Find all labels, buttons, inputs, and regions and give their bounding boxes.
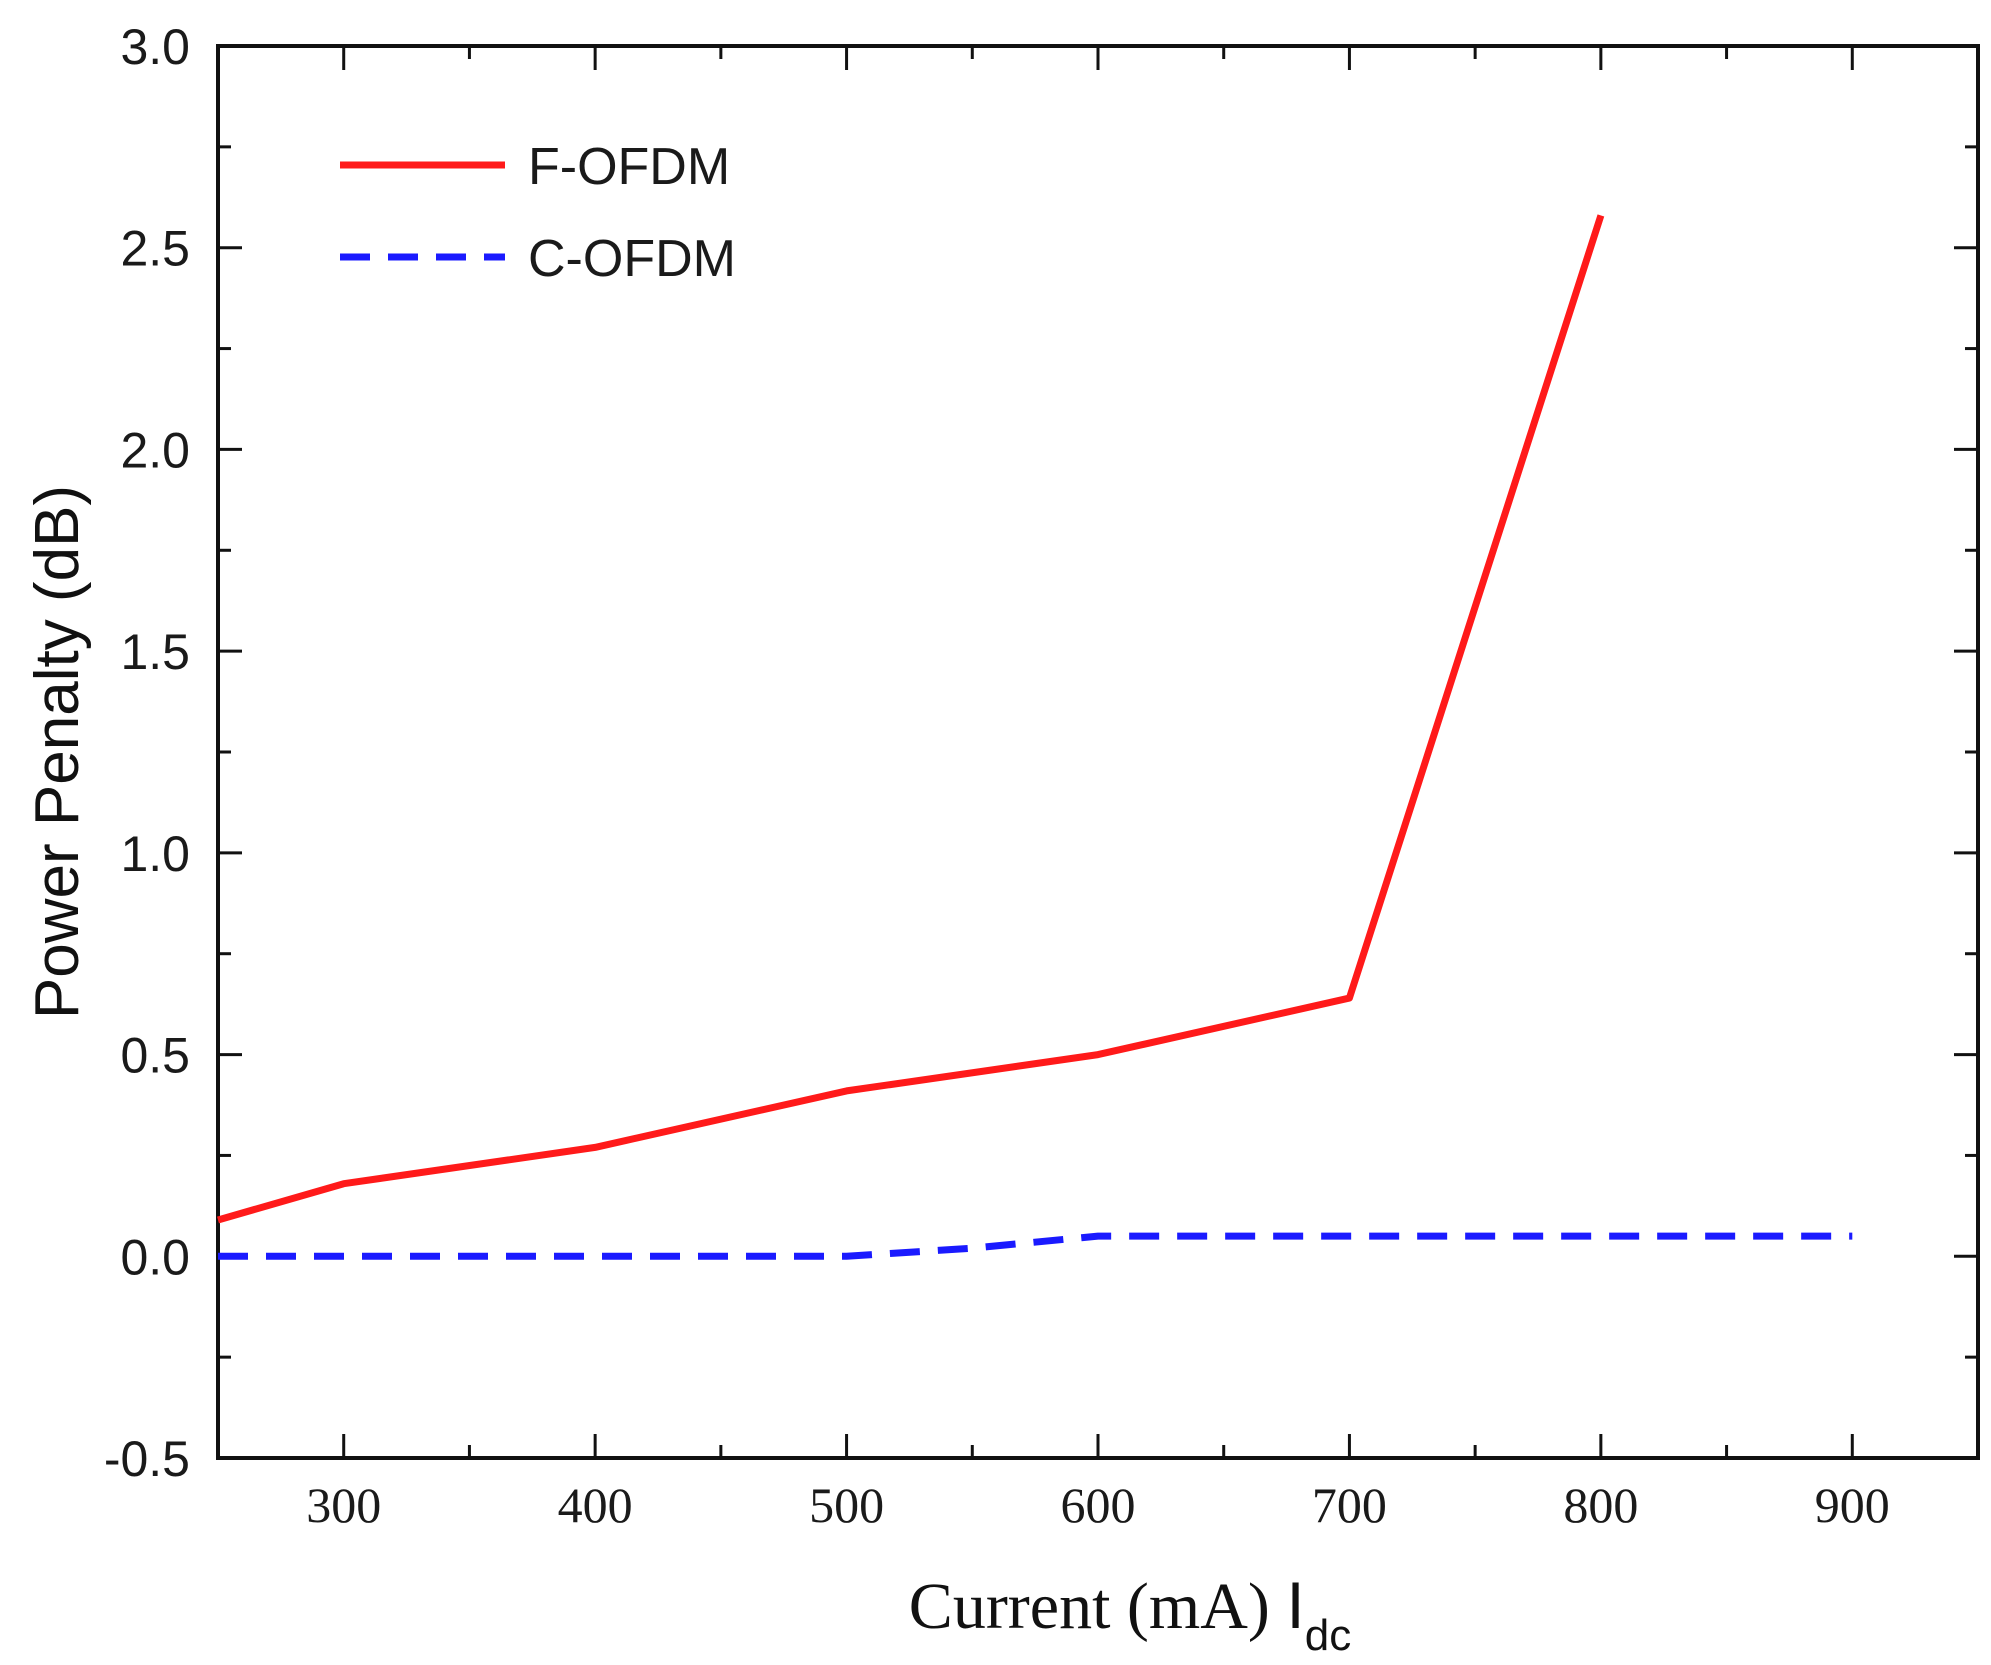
y-tick-label: 1.5 [120,624,190,680]
plot-frame [216,44,1980,1460]
y-tick-label: -0.5 [104,1431,190,1487]
x-tick-label: 600 [1061,1477,1136,1533]
series-line-f-ofdm [217,214,1605,1224]
x-axis-title-text: Current (mA) [909,1570,1287,1643]
y-tick-label: 2.5 [120,221,190,277]
x-tick-label: 900 [1815,1477,1890,1533]
y-tick-label: 3.0 [120,19,190,75]
x-tick-label: 400 [558,1477,633,1533]
y-tick-label: 0.0 [120,1229,190,1285]
y-tick-label: 1.0 [120,826,190,882]
x-axis-title-subscript: dc [1305,1611,1351,1660]
tick-labels: -0.5 0.0 0.5 1.0 1.5 2.0 2.5 3.0 300 400 500 600 700… [104,19,1890,1533]
x-tick-label: 500 [809,1477,884,1533]
x-tick-label: 300 [306,1477,381,1533]
legend: F-OFDM C-OFDM [340,138,736,288]
x-tick-label: 800 [1563,1477,1638,1533]
y-tick-label: 0.5 [120,1028,190,1084]
y-axis-title: Power Penalty (dB) [23,485,92,1019]
legend-label-f-ofdm: F-OFDM [528,138,730,196]
y-tick-label: 2.0 [120,422,190,478]
series-line-c-ofdm [218,1232,1853,1260]
x-axis-title-symbol: I [1286,1568,1304,1642]
data-series [217,214,1853,1260]
x-axis-title: Current (mA) Idc [909,1568,1351,1660]
legend-label-c-ofdm: C-OFDM [528,230,736,288]
axis-ticks [218,44,1978,1460]
x-tick-label: 700 [1312,1477,1387,1533]
